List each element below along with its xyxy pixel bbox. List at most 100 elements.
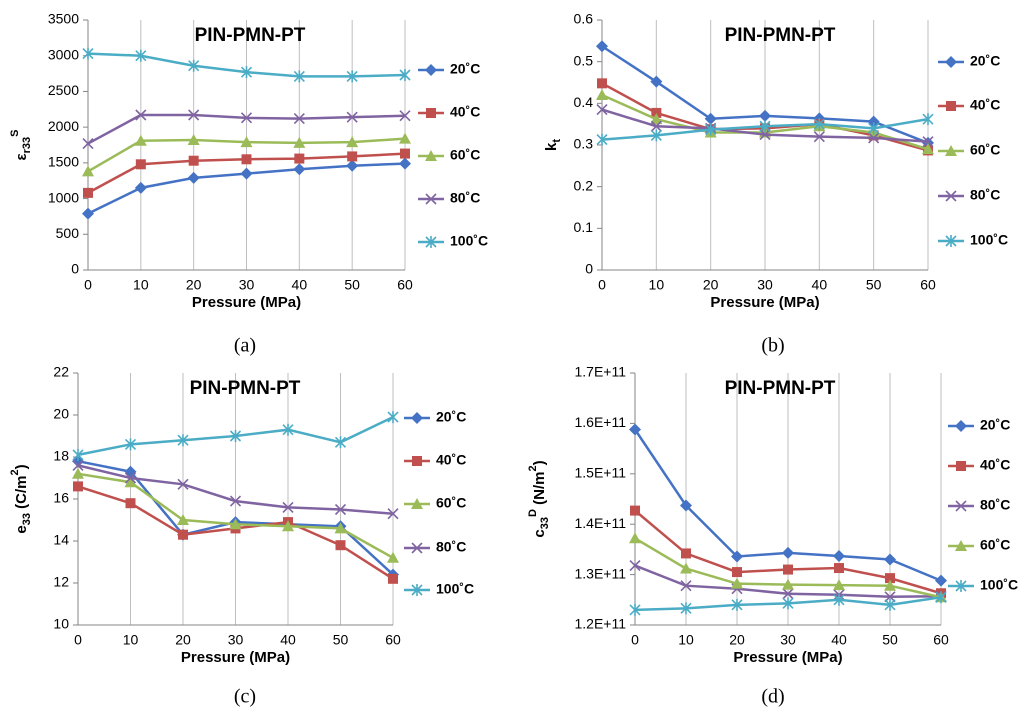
legend-label: 100˚C bbox=[970, 232, 1008, 248]
marker bbox=[135, 109, 147, 121]
legend-label: 80˚C bbox=[436, 539, 466, 555]
marker bbox=[83, 187, 93, 198]
marker bbox=[124, 438, 137, 451]
y-axis-title-part: ) bbox=[531, 460, 548, 465]
y-axis-title-part: k bbox=[543, 142, 560, 151]
marker bbox=[782, 588, 794, 600]
marker bbox=[82, 165, 94, 177]
marker bbox=[955, 420, 967, 432]
marker bbox=[334, 522, 347, 534]
marker bbox=[782, 597, 794, 610]
marker bbox=[388, 573, 398, 584]
marker bbox=[945, 145, 957, 156]
marker bbox=[240, 136, 253, 148]
marker bbox=[629, 532, 641, 544]
marker bbox=[282, 501, 294, 513]
marker bbox=[731, 577, 743, 589]
marker bbox=[759, 109, 771, 122]
marker bbox=[282, 520, 294, 532]
y-axis-title-part: 2 bbox=[9, 469, 21, 475]
y-axis-title: e33 (C/m2) bbox=[9, 464, 33, 533]
x-tick-label: 40 bbox=[831, 632, 847, 648]
y-tick-label: 2000 bbox=[48, 118, 79, 134]
marker bbox=[294, 153, 305, 164]
y-axis-title-part: 2 bbox=[527, 465, 539, 471]
y-tick-label: 10 bbox=[53, 616, 69, 632]
marker bbox=[783, 564, 793, 575]
marker bbox=[651, 107, 662, 118]
x-tick-label: 30 bbox=[757, 277, 773, 293]
marker bbox=[650, 120, 662, 132]
legend-label: 40˚C bbox=[970, 97, 1000, 113]
x-tick-label: 30 bbox=[228, 632, 244, 648]
y-axis-title: c33D (N/m2) bbox=[527, 460, 551, 537]
marker bbox=[72, 448, 84, 461]
legend-label: 20˚C bbox=[980, 417, 1010, 433]
y-axis-title-part: D bbox=[527, 509, 539, 517]
x-tick-label: 30 bbox=[780, 632, 796, 648]
y-tick-label: 14 bbox=[53, 532, 69, 548]
y-tick-label: 1000 bbox=[48, 189, 79, 205]
marker bbox=[240, 112, 253, 124]
y-axis-title: kt bbox=[543, 139, 563, 151]
marker bbox=[135, 49, 147, 62]
marker bbox=[868, 122, 880, 135]
marker bbox=[680, 580, 692, 592]
y-axis-title-part: S bbox=[9, 130, 21, 137]
legend-label: 80˚C bbox=[450, 190, 480, 206]
marker bbox=[425, 236, 437, 248]
x-axis-title: Pressure (MPa) bbox=[710, 294, 819, 311]
y-tick-label: 0.2 bbox=[574, 177, 594, 193]
legend-label: 40˚C bbox=[450, 104, 480, 120]
marker bbox=[759, 120, 771, 133]
y-tick-label: 1.2E+11 bbox=[574, 616, 626, 632]
marker bbox=[922, 136, 934, 148]
y-tick-label: 1.4E+11 bbox=[574, 515, 626, 531]
y-axis-title-part: ε bbox=[13, 153, 30, 160]
marker bbox=[596, 40, 608, 53]
marker bbox=[868, 132, 880, 144]
marker bbox=[188, 109, 200, 121]
marker bbox=[293, 136, 306, 148]
marker bbox=[884, 553, 896, 566]
x-tick-label: 0 bbox=[598, 277, 606, 293]
y-tick-label: 18 bbox=[53, 448, 69, 464]
marker bbox=[630, 505, 640, 516]
marker bbox=[596, 133, 608, 146]
marker bbox=[387, 551, 399, 563]
marker bbox=[833, 579, 845, 591]
marker bbox=[681, 548, 691, 559]
marker bbox=[833, 549, 845, 562]
marker bbox=[177, 434, 189, 447]
marker bbox=[680, 499, 692, 512]
marker bbox=[782, 578, 794, 590]
y-tick-label: 22 bbox=[53, 364, 69, 380]
marker bbox=[82, 47, 94, 60]
marker bbox=[426, 108, 436, 118]
y-axis-title-part: t bbox=[551, 139, 563, 143]
marker bbox=[813, 131, 825, 143]
x-tick-label: 0 bbox=[74, 632, 82, 648]
marker bbox=[650, 129, 662, 142]
legend-label: 100˚C bbox=[436, 581, 474, 597]
marker bbox=[73, 481, 83, 492]
marker bbox=[922, 143, 934, 155]
x-axis-title: Pressure (MPa) bbox=[192, 294, 301, 311]
legend-label: 20˚C bbox=[450, 61, 480, 77]
marker bbox=[387, 411, 399, 424]
marker bbox=[833, 593, 845, 606]
chart-title: PIN-PMN-PT bbox=[725, 25, 836, 46]
x-tick-label: 20 bbox=[186, 277, 202, 293]
y-axis-title-part: e bbox=[13, 525, 30, 533]
marker bbox=[411, 412, 423, 424]
marker bbox=[346, 136, 359, 148]
marker bbox=[229, 430, 242, 442]
marker bbox=[629, 423, 641, 436]
marker bbox=[293, 163, 306, 176]
marker bbox=[813, 118, 825, 131]
y-axis-title-part: (N/m bbox=[531, 472, 548, 510]
marker bbox=[956, 461, 966, 471]
marker bbox=[347, 151, 358, 162]
panel-label: (d) bbox=[761, 686, 784, 708]
marker bbox=[411, 498, 423, 509]
